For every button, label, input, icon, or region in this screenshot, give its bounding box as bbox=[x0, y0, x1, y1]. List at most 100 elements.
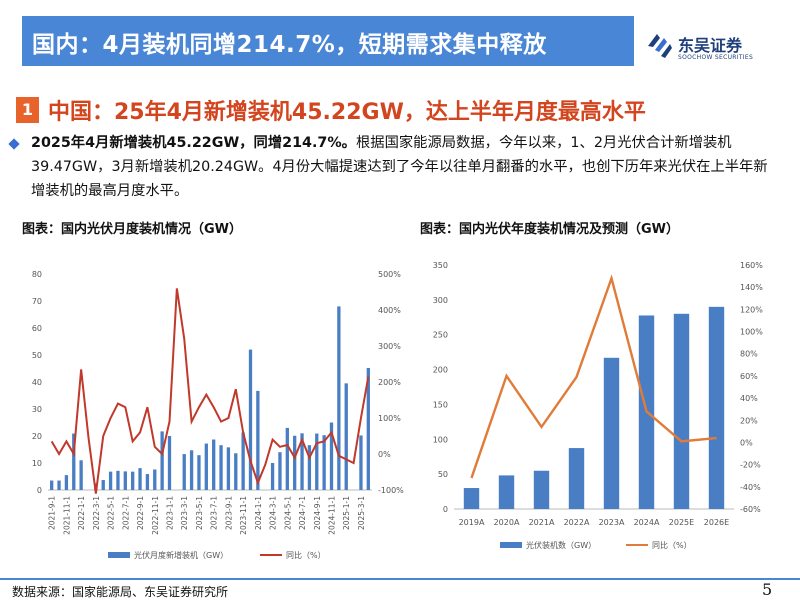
y-right-tick-label: 80% bbox=[740, 350, 758, 359]
y-right-tick-label: 200% bbox=[378, 378, 401, 387]
y-left-tick-label: 10 bbox=[32, 459, 42, 468]
bar-2022-1 bbox=[79, 460, 83, 490]
footer-divider bbox=[0, 578, 800, 580]
y-left-tick-label: 0 bbox=[443, 505, 448, 514]
x-tick-label: 2024-11-1 bbox=[328, 496, 337, 535]
page-title: 国内：4月装机同增214.7%，短期需求集中释放 bbox=[32, 32, 547, 58]
bar-2022-10 bbox=[145, 474, 150, 490]
x-tick-label: 2020A bbox=[494, 518, 520, 527]
legend-bar-label: 光伏月度新增装机（GW） bbox=[134, 550, 228, 560]
bar-2023-6 bbox=[204, 443, 208, 490]
bar-2021-10 bbox=[57, 480, 61, 490]
x-tick-label: 2024-1-1 bbox=[254, 496, 263, 530]
legend-line-label: 同比（%） bbox=[652, 540, 692, 550]
section-number: 1 bbox=[16, 97, 39, 123]
y-right-tick-label: 300% bbox=[378, 342, 401, 351]
summary-text: 根据国家能源局数据，今年以来，1、2月光伏合计新增装机39.47GW，3月新增装… bbox=[31, 135, 768, 199]
title-bar: 国内：4月装机同增214.7%，短期需求集中释放 bbox=[22, 16, 634, 66]
x-tick-label: 2023-3-1 bbox=[180, 496, 189, 530]
soochow-logo-icon bbox=[648, 34, 672, 58]
logo-name-cn: 东吴证券 bbox=[678, 36, 743, 55]
bar-2024-3 bbox=[270, 463, 275, 490]
legend-line-label: 同比（%） bbox=[286, 550, 326, 560]
y-left-tick-label: 150 bbox=[433, 400, 448, 409]
bar-2019A bbox=[463, 488, 480, 509]
annual-install-chart: 0 50 100 150 200 250 300 350 -60% -40% -20% 0% 20% 40… bbox=[433, 261, 764, 550]
y-right-tick-label: 160% bbox=[740, 261, 763, 270]
x-tick-label: 2022-11-1 bbox=[151, 496, 160, 535]
x-tick-label: 2021-9-1 bbox=[48, 496, 57, 530]
bar-2023-5 bbox=[197, 455, 201, 490]
y-right-tick-label: 120% bbox=[740, 305, 763, 314]
bar-2022-9 bbox=[138, 468, 142, 490]
bar-2023-11 bbox=[241, 432, 245, 490]
y-left-tick-label: 0 bbox=[37, 486, 42, 495]
y-right-tick-label: 100% bbox=[740, 328, 763, 337]
x-tick-label: 2022-3-1 bbox=[92, 496, 101, 530]
y-right-tick-label: 20% bbox=[740, 416, 758, 425]
y-left-tick-label: 40 bbox=[32, 378, 42, 387]
bar-2024-10 bbox=[322, 435, 326, 490]
summary-highlight: 2025年4月新增装机45.22GW，同增214.7%。 bbox=[31, 135, 356, 151]
bar-2024-11 bbox=[329, 422, 334, 490]
y-left-tick-label: 30 bbox=[32, 405, 42, 414]
y-right-tick-label: 0% bbox=[378, 450, 391, 459]
x-tick-label: 2024-7-1 bbox=[298, 496, 307, 530]
y-right-tick-label: 60% bbox=[740, 372, 758, 381]
bar-2022A bbox=[568, 448, 585, 509]
right-chart-title: 图表：国内光伏年度装机情况及预测（GW） bbox=[420, 222, 680, 237]
y-left-tick-label: 20 bbox=[32, 432, 42, 441]
x-tick-label: 2021-11-1 bbox=[62, 496, 71, 535]
x-tick-label: 2019A bbox=[459, 518, 485, 527]
y-right-tick-label: -60% bbox=[740, 505, 761, 514]
y-left-tick-label: 250 bbox=[433, 331, 448, 340]
bar-2023-4 bbox=[189, 450, 194, 490]
left-chart-title: 图表：国内光伏月度装机情况（GW） bbox=[22, 222, 243, 237]
yoy-line bbox=[50, 288, 370, 494]
bar-2024-4 bbox=[278, 452, 282, 490]
logo-name-en: SOOCHOW SECURITIES bbox=[678, 54, 754, 61]
y-left-tick-label: 50 bbox=[32, 351, 42, 360]
x-tick-label: 2022-7-1 bbox=[121, 496, 130, 530]
bar-2023-10 bbox=[234, 453, 238, 490]
y-right-tick-label: 400% bbox=[378, 306, 401, 315]
bullet-diamond-icon bbox=[8, 138, 20, 150]
y-left-tick-label: 100 bbox=[433, 435, 448, 444]
bar-2024-9 bbox=[315, 433, 319, 490]
bar-2022-5 bbox=[108, 471, 113, 490]
y-right-tick-label: 40% bbox=[740, 394, 758, 403]
y-left-tick-label: 200 bbox=[433, 366, 448, 375]
bar-2025-1 bbox=[344, 383, 348, 490]
bar-2022-12 bbox=[160, 431, 164, 490]
summary-paragraph: 2025年4月新增装机45.22GW，同增214.7%。根据国家能源局数据，今年… bbox=[31, 131, 781, 203]
x-tick-label: 2025-1-1 bbox=[342, 496, 351, 530]
bar-2025-4 bbox=[366, 367, 370, 490]
x-tick-label: 2024A bbox=[634, 518, 660, 527]
y-right-tick-label: -40% bbox=[740, 483, 761, 492]
x-tick-label: 2024-3-1 bbox=[269, 496, 278, 530]
y-right-tick-label: -100% bbox=[378, 486, 404, 495]
x-tick-label: 2023A bbox=[599, 518, 625, 527]
bar-2021-12 bbox=[72, 433, 76, 490]
bar-2024-8 bbox=[307, 445, 312, 490]
section-title: 中国：25年4月新增装机45.22GW，达上半年月度最高水平 bbox=[48, 100, 646, 125]
y-right-tick-label: 0% bbox=[740, 438, 753, 447]
data-source: 数据来源：国家能源局、东吴证券研究所 bbox=[12, 585, 229, 599]
x-tick-label: 2022-1-1 bbox=[77, 496, 86, 530]
x-tick-label: 2022-9-1 bbox=[136, 496, 145, 530]
y-left-tick-label: 50 bbox=[438, 470, 448, 479]
bar-2021A bbox=[533, 470, 550, 509]
company-logo: 东吴证券 SOOCHOW SECURITIES bbox=[644, 30, 784, 68]
bar-2022-4 bbox=[101, 480, 105, 490]
x-tick-label: 2024-9-1 bbox=[313, 496, 322, 530]
bar-2024-1 bbox=[256, 390, 260, 490]
legend-bar-label: 光伏装机数（GW） bbox=[526, 540, 596, 550]
bar-2023-3 bbox=[182, 454, 186, 490]
y-left-tick-label: 350 bbox=[433, 261, 448, 270]
y-right-tick-label: 500% bbox=[378, 270, 401, 279]
bar-2023A bbox=[603, 357, 620, 509]
bar-2021-9 bbox=[50, 480, 54, 490]
bar-2023-9 bbox=[226, 447, 231, 490]
legend-bar-swatch bbox=[108, 552, 130, 558]
x-tick-label: 2022A bbox=[564, 518, 590, 527]
